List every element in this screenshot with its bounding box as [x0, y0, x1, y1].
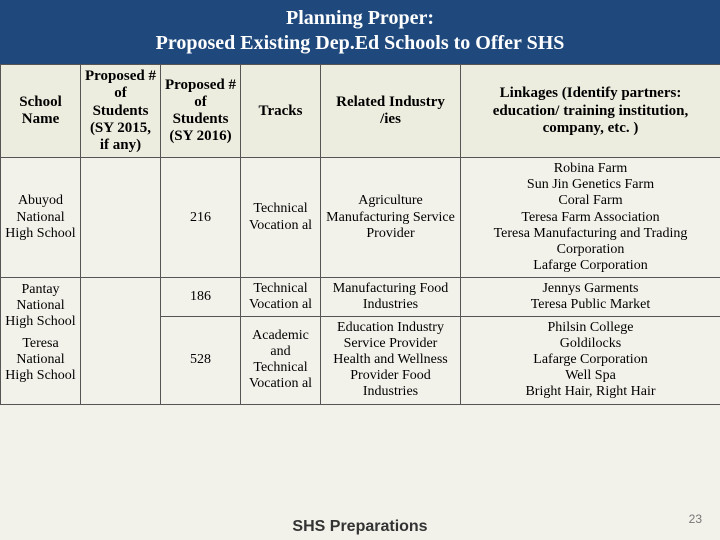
table-row: Abuyod National High School 216 Technica… [1, 158, 720, 278]
cell-students2016: 186 [161, 277, 241, 316]
page-number: 23 [689, 512, 702, 526]
cell-tracks: Technical Vocation al [241, 158, 321, 278]
header-tracks: Tracks [241, 65, 321, 158]
header-industry: Related Industry /ies [321, 65, 461, 158]
cell-students2016: 216 [161, 158, 241, 278]
title-line2: Proposed Existing Dep.Ed Schools to Offe… [156, 32, 565, 54]
cell-tracks: Academic and Technical Vocation al [241, 317, 321, 404]
cell-tracks: Technical Vocation al [241, 277, 321, 316]
slide-title: Planning Proper: Proposed Existing Dep.E… [0, 0, 720, 64]
cell-school-teresa: Teresa National High School [5, 336, 76, 384]
cell-industry: Agriculture Manufacturing Service Provid… [321, 158, 461, 278]
footer-text: SHS Preparations [0, 518, 720, 536]
header-linkages: Linkages (Identify partners: education/ … [461, 65, 720, 158]
cell-students2015-merged [81, 277, 161, 404]
table-header-row: School Name Proposed # of Students (SY 2… [1, 65, 720, 158]
cell-industry: Manufacturing Food Industries [321, 277, 461, 316]
cell-industry: Education Industry Service Provider Heal… [321, 317, 461, 404]
header-school: School Name [1, 65, 81, 158]
header-students-2015: Proposed # of Students (SY 2015, if any) [81, 65, 161, 158]
proposed-schools-table: School Name Proposed # of Students (SY 2… [0, 64, 720, 405]
cell-linkages: Jennys Garments Teresa Public Market [461, 277, 720, 316]
header-students-2016: Proposed # of Students (SY 2016) [161, 65, 241, 158]
cell-school: Abuyod National High School [1, 158, 81, 278]
cell-students2015 [81, 158, 161, 278]
cell-linkages: Philsin College Goldilocks Lafarge Corpo… [461, 317, 720, 404]
cell-school-merged: Pantay National High School Teresa Natio… [1, 277, 81, 404]
cell-students2016: 528 [161, 317, 241, 404]
cell-school-pantay: Pantay National High School [5, 282, 76, 330]
cell-linkages: Robina Farm Sun Jin Genetics Farm Coral … [461, 158, 720, 278]
table-row: Pantay National High School Teresa Natio… [1, 277, 720, 316]
title-line1: Planning Proper: [286, 7, 434, 29]
